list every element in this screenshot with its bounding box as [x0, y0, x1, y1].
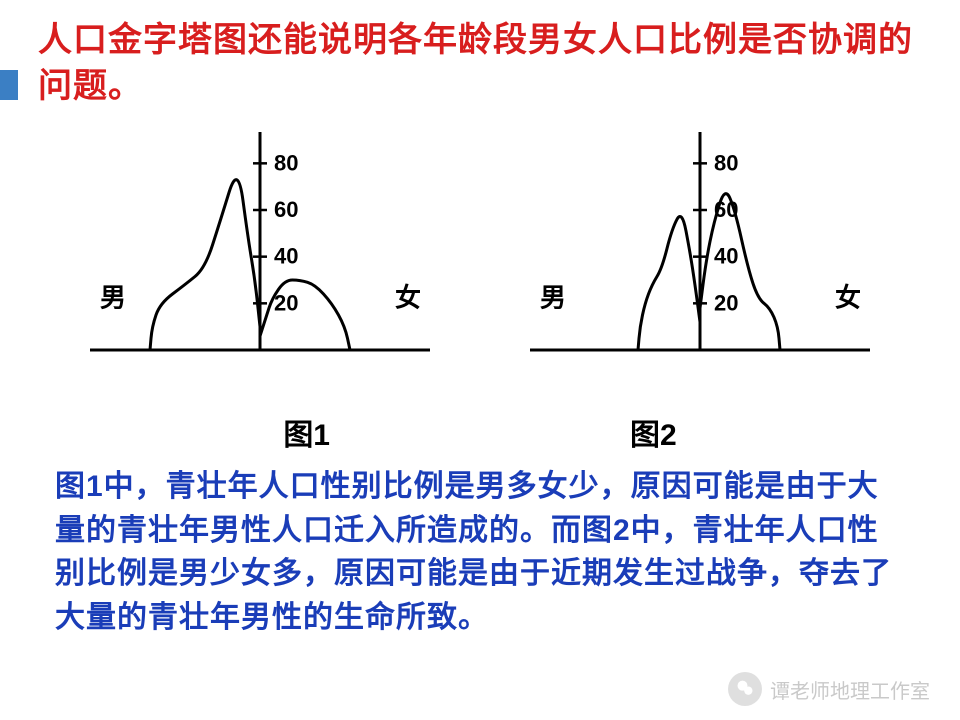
svg-text:60: 60	[274, 197, 298, 222]
caption-1: 图1	[283, 410, 330, 454]
svg-text:20: 20	[274, 290, 298, 315]
accent-bar	[0, 70, 18, 100]
svg-text:女: 女	[835, 283, 861, 313]
charts-row: 20 40 60 80 男 女 20 40 60 80 男 女	[0, 120, 960, 420]
watermark-text: 谭老师地理工作室	[770, 675, 930, 704]
svg-text:20: 20	[714, 290, 738, 315]
caption-row: 图1 图2	[0, 410, 960, 454]
page-title: 人口金字塔图还能说明各年龄段男女人口比例是否协调的问题。	[38, 18, 930, 110]
svg-text:40: 40	[274, 244, 298, 269]
svg-text:40: 40	[714, 244, 738, 269]
watermark: 谭老师地理工作室	[728, 672, 930, 706]
chart-2: 20406080男女	[510, 120, 890, 380]
caption-2: 图2	[630, 410, 677, 454]
svg-text:男: 男	[540, 283, 566, 313]
svg-text:男: 男	[100, 283, 126, 313]
svg-text:80: 80	[714, 150, 738, 175]
wechat-icon	[728, 672, 762, 706]
body-paragraph: 图1中，青壮年人口性别比例是男多女少，原因可能是由于大量的青壮年男性人口迁入所造…	[55, 465, 905, 639]
svg-text:80: 80	[274, 150, 298, 175]
chart-1: 20 40 60 80 男 女	[70, 120, 450, 380]
svg-text:女: 女	[395, 283, 421, 313]
